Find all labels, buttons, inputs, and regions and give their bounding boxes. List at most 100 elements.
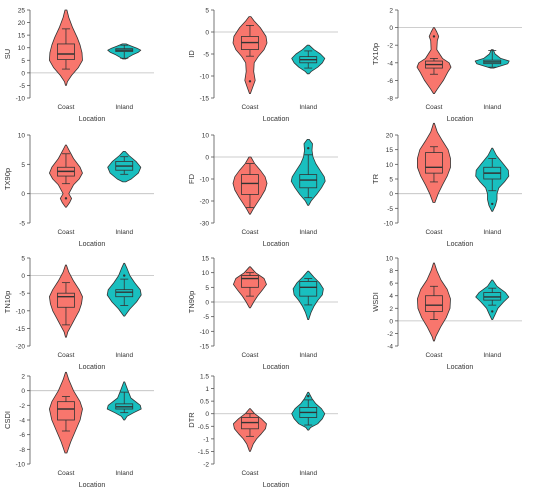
violin-inland [475, 147, 510, 212]
y-tick-label: 5 [205, 8, 209, 15]
violin-inland [291, 44, 326, 75]
y-tick-label: 0 [205, 30, 209, 37]
x-tick-label: Inland [299, 470, 317, 477]
panel-id: -15 -10 -5 0 5 ID Coast Inland Location [187, 8, 338, 123]
x-tick-label: Coast [425, 352, 442, 359]
box [241, 275, 259, 288]
panel-csdi: -10 -8 -6 -4 -2 0 2 CSDI Coast Inland Location [3, 371, 154, 489]
x-axis-title: Location [79, 116, 106, 123]
panel-dtr: -2 -1.5 -1 -0.5 0 0.5 1 1.5 DTR Coast Inland Locati… [187, 374, 338, 489]
violin-inland [474, 49, 510, 69]
y-tick-label: -2 [203, 462, 209, 469]
violin-body [292, 270, 324, 320]
y-tick-label: -5 [387, 206, 393, 213]
violin-body [49, 371, 83, 454]
y-tick-label: -6 [19, 432, 25, 439]
y-tick-label: -4 [19, 418, 25, 425]
x-tick-label: Inland [115, 352, 133, 359]
y-tick-label: -1 [203, 436, 209, 443]
y-tick-label: 4 [389, 293, 393, 300]
panel-fd: -30 -20 -10 0 10 FD Coast Inland Location [187, 133, 338, 248]
x-tick-label: Coast [57, 229, 74, 236]
x-axis-title: Location [263, 364, 290, 371]
box [299, 281, 318, 297]
box [57, 43, 75, 60]
y-tick-label: 25 [18, 8, 26, 15]
violin-coast [417, 262, 451, 342]
y-tick-label: -1.5 [198, 449, 210, 456]
y-tick-label: 5 [21, 58, 25, 65]
y-tick-label: 0 [205, 155, 209, 162]
y-axis-title: DTR [187, 412, 196, 428]
box [425, 152, 443, 174]
y-tick-label: -15 [200, 344, 210, 351]
y-tick-label: 10 [202, 270, 210, 277]
y-axis-title: TX10p [371, 43, 380, 65]
violin-inland [290, 139, 326, 206]
box [299, 174, 318, 189]
x-tick-label: Coast [241, 470, 258, 477]
outlier-point [307, 394, 310, 398]
y-tick-label: -4 [387, 60, 393, 67]
x-axis-title: Location [263, 116, 290, 123]
y-tick-label: -2 [387, 43, 393, 50]
violin-inland [292, 270, 324, 320]
y-axis-title: TR [371, 173, 380, 184]
x-tick-label: Inland [483, 352, 501, 359]
y-tick-label: 5 [21, 256, 25, 263]
x-tick-label: Coast [57, 104, 74, 111]
y-tick-label: 15 [202, 256, 210, 263]
y-axis-title: WSDI [371, 292, 380, 312]
y-tick-label: -5 [19, 291, 25, 298]
y-tick-label: 0 [205, 300, 209, 307]
y-axis-title: CSDI [3, 411, 12, 429]
violin-inland [107, 43, 142, 60]
outlier-point [248, 80, 252, 83]
x-tick-label: Inland [115, 470, 133, 477]
x-axis-title: Location [447, 241, 474, 248]
box [115, 289, 134, 298]
y-tick-label: -15 [200, 96, 210, 103]
violin-body [232, 156, 268, 215]
box [425, 295, 443, 312]
y-tick-label: 0 [21, 273, 25, 280]
y-tick-label: 2 [21, 374, 25, 381]
outlier-point [432, 35, 436, 38]
violin-body [417, 262, 451, 342]
y-tick-label: 20 [386, 133, 394, 140]
x-axis-title: Location [447, 116, 474, 123]
violin-coast [232, 16, 268, 94]
y-tick-label: 5 [21, 162, 25, 169]
y-tick-label: 20 [18, 20, 26, 27]
outlier-point [307, 147, 310, 150]
x-tick-label: Inland [483, 104, 501, 111]
y-tick-label: -2 [387, 331, 393, 338]
y-tick-label: -2 [19, 403, 25, 410]
x-tick-label: Coast [57, 352, 74, 359]
y-tick-label: -20 [16, 344, 26, 351]
y-tick-label: 5 [205, 285, 209, 292]
y-axis-title: TN90p [187, 291, 196, 314]
outlier-point [491, 310, 494, 313]
x-tick-label: Inland [483, 229, 501, 236]
y-tick-label: 0 [21, 70, 25, 77]
y-tick-label: -15 [16, 326, 26, 333]
x-tick-label: Coast [241, 352, 258, 359]
violin-body [49, 264, 83, 338]
violin-inland [475, 279, 510, 320]
violin-body [291, 391, 326, 431]
x-tick-label: Inland [115, 229, 133, 236]
y-tick-label: 2 [389, 8, 393, 15]
y-tick-label: 0.5 [200, 399, 209, 406]
outlier-point [64, 197, 68, 200]
x-axis-title: Location [263, 241, 290, 248]
y-axis-title: TN10p [3, 291, 12, 314]
y-tick-label: 0 [21, 191, 25, 198]
y-tick-label: -10 [16, 462, 26, 469]
y-tick-label: -10 [200, 74, 210, 81]
violin-body [49, 9, 83, 86]
panel-su: -10 -5 0 5 10 15 20 25 SU Coast Inland Location [3, 8, 154, 123]
panel-tx10p: -8 -6 -4 -2 0 2 TX10p Coast Inland Location [371, 8, 522, 123]
x-axis-title: Location [79, 241, 106, 248]
